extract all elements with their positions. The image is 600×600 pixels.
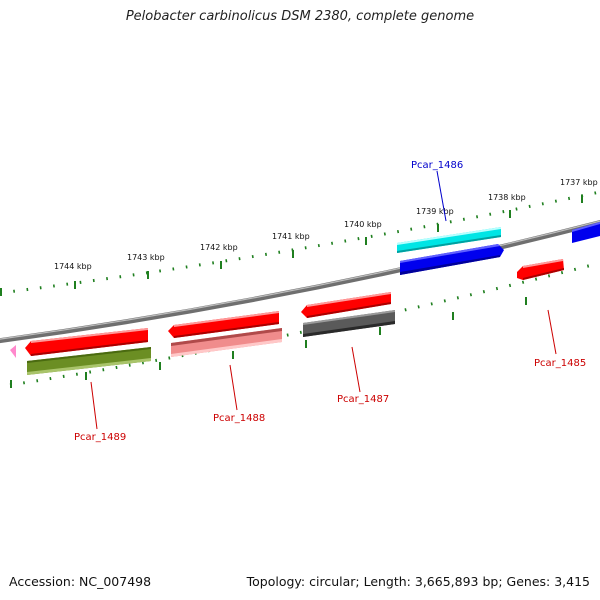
gene-blue-forward[interactable] xyxy=(400,244,504,275)
scale-label: 1743 kbp xyxy=(127,253,165,262)
gene-pcar-1485[interactable] xyxy=(517,259,564,280)
gene-labels: Pcar_1486 Pcar_1485 Pcar_1487 Pcar_1488 … xyxy=(74,160,586,443)
gene-red-1488-upper[interactable] xyxy=(168,311,279,338)
scale-labels: 1744 kbp 1743 kbp 1742 kbp 1741 kbp 1740… xyxy=(54,178,598,271)
genome-backbone-highlight xyxy=(0,220,600,340)
leader-line-pcar-1487 xyxy=(351,346,361,393)
scale-label: 1744 kbp xyxy=(54,262,92,271)
gene-label-pcar-1486[interactable]: Pcar_1486 xyxy=(411,160,463,171)
gene-blue-edge[interactable] xyxy=(572,222,600,243)
outer-major-ticks xyxy=(0,195,583,296)
gene-pcar-1486[interactable] xyxy=(397,227,501,253)
gene-pcar-1487[interactable] xyxy=(303,310,395,337)
leader-line-pcar-1489 xyxy=(90,381,98,430)
gene-label-pcar-1488[interactable]: Pcar_1488 xyxy=(213,413,265,424)
map-title: Pelobacter carbinolicus DSM 2380, comple… xyxy=(125,9,475,24)
genome-backbone xyxy=(0,219,600,344)
accession-text: Accession: NC_007498 xyxy=(9,574,152,589)
inner-major-ticks xyxy=(10,297,527,388)
gene-label-pcar-1487[interactable]: Pcar_1487 xyxy=(337,394,389,405)
outer-scale-track xyxy=(0,190,600,295)
scale-label: 1739 kbp xyxy=(416,207,454,216)
gene-magenta-edge[interactable] xyxy=(10,345,16,358)
genome-summary-text: Topology: circular; Length: 3,665,893 bp… xyxy=(246,574,590,589)
scale-label: 1738 kbp xyxy=(488,193,526,202)
gene-red-1487-upper[interactable] xyxy=(301,292,391,318)
gene-label-pcar-1489[interactable]: Pcar_1489 xyxy=(74,432,126,443)
gene-pcar-1488[interactable] xyxy=(171,328,282,357)
scale-label: 1741 kbp xyxy=(272,232,310,241)
gene-pcar-1489[interactable] xyxy=(27,347,151,375)
gene-label-pcar-1485[interactable]: Pcar_1485 xyxy=(534,358,586,369)
leader-line-pcar-1486 xyxy=(436,170,447,222)
gene-red-1489-upper[interactable] xyxy=(25,328,148,356)
leader-line-pcar-1485 xyxy=(547,309,557,355)
scale-label: 1740 kbp xyxy=(344,220,382,229)
leader-line-pcar-1488 xyxy=(229,364,238,411)
scale-label: 1737 kbp xyxy=(560,178,598,187)
scale-label: 1742 kbp xyxy=(200,243,238,252)
